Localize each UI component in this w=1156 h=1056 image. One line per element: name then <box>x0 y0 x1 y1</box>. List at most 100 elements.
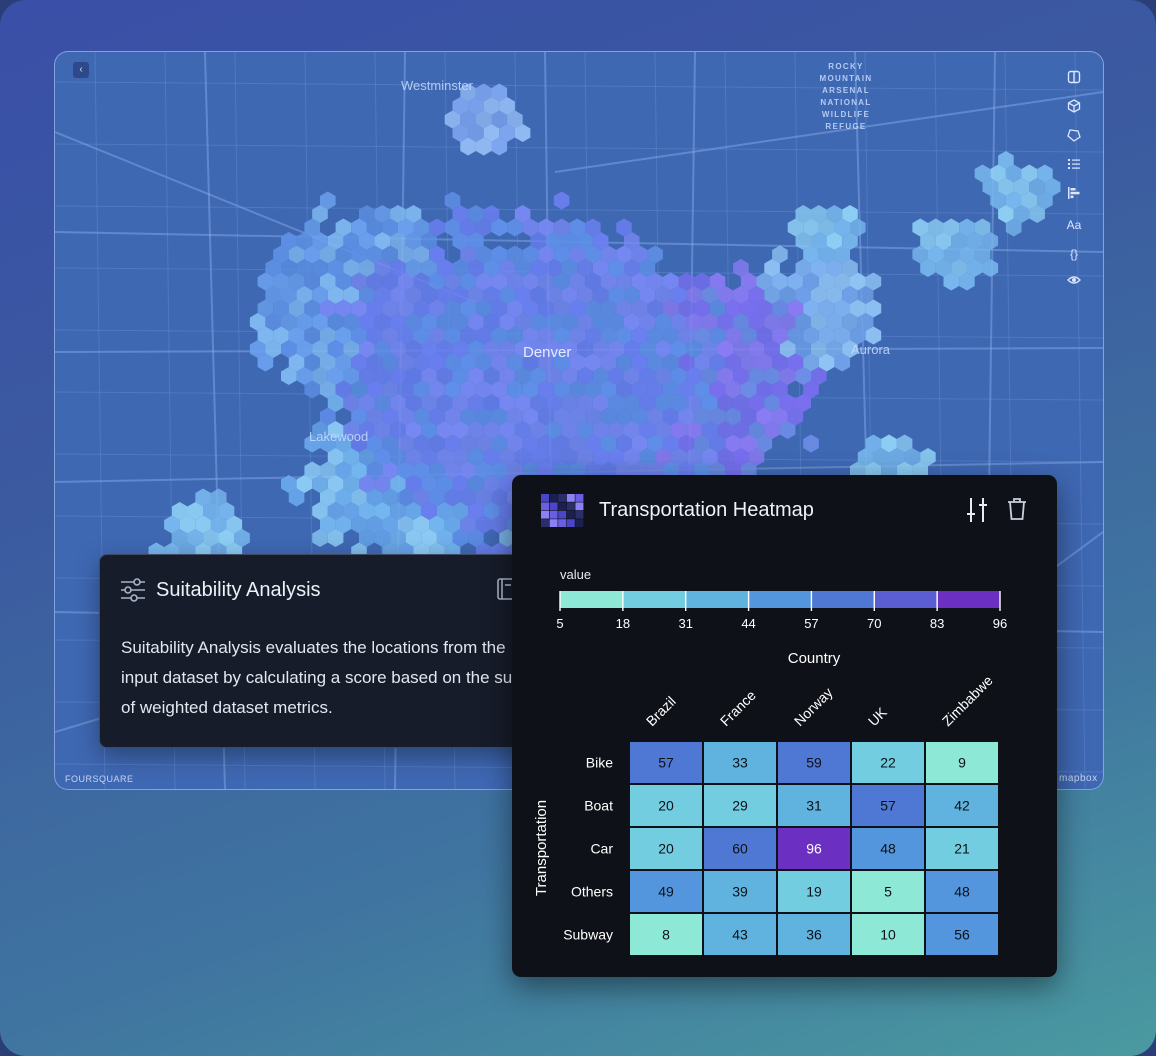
config-button[interactable]: {} <box>1069 247 1078 261</box>
heatmap-chart[interactable]: value 5 18 31 44 57 70 83 96 Country Transportatio… <box>512 475 1057 977</box>
legend-tick-label: 83 <box>930 616 944 631</box>
map-label-lakewood: Lakewood <box>309 429 369 444</box>
legend-swatch <box>874 591 938 608</box>
heatmap-cell-label: 49 <box>658 884 674 900</box>
heatmap-cell[interactable] <box>776 783 852 828</box>
y-tick-label: Subway <box>563 927 613 943</box>
heatmap-cell[interactable] <box>776 740 852 785</box>
heatmap-cell-label: 22 <box>880 755 896 771</box>
map-label-denver: Denver <box>523 344 572 361</box>
draw-polygon-button[interactable] <box>1059 126 1089 150</box>
heatmap-cell-label: 60 <box>732 841 748 857</box>
heatmap-cell[interactable] <box>628 869 704 914</box>
heatmap-cell-label: 21 <box>954 841 970 857</box>
heatmap-cell-label: 42 <box>954 798 970 814</box>
legend-swatch <box>685 591 749 608</box>
collapse-panel-button[interactable]: ‹ <box>73 62 89 78</box>
legend-swatch <box>560 591 623 608</box>
legend-tick-label: 5 <box>556 616 563 631</box>
heatmap-title: Transportation Heatmap <box>599 499 814 521</box>
split-map-icon <box>1067 70 1081 84</box>
x-tick-label: Brazil <box>643 693 679 729</box>
settings-sliders-button[interactable] <box>966 497 988 523</box>
legend-swatch <box>937 591 1000 608</box>
heatmap-cell-label: 59 <box>806 755 822 771</box>
legend-tick-label: 57 <box>804 616 818 631</box>
x-tick-label: Norway <box>791 684 836 729</box>
eye-icon <box>1067 276 1081 284</box>
legend-button[interactable] <box>1059 184 1089 208</box>
heatmap-cell[interactable] <box>702 869 778 914</box>
chevron-left-icon: ‹ <box>79 64 83 75</box>
heatmap-cell-label: 57 <box>658 755 674 771</box>
x-axis-title: Country <box>788 650 841 667</box>
heatmap-cell-label: 96 <box>806 841 822 857</box>
suitability-analysis-card[interactable]: Suitability Analysis Suitability Analysi… <box>99 554 545 748</box>
heatmap-cell[interactable] <box>924 869 1000 914</box>
heatmap-cell-label: 31 <box>806 798 822 814</box>
heatmap-cell[interactable] <box>702 826 778 871</box>
heatmap-panel[interactable]: Transportation Heatmap value 5 18 31 44 57 70 8… <box>512 475 1057 977</box>
heatmap-cell[interactable] <box>702 783 778 828</box>
heatmap-cell-label: 36 <box>806 927 822 943</box>
heatmap-cell-label: 20 <box>658 798 674 814</box>
suitability-description: Suitability Analysis evaluates the locat… <box>121 638 527 717</box>
x-tick-label: UK <box>865 704 891 730</box>
heatmap-cell-label: 48 <box>954 884 970 900</box>
heatmap-cell[interactable] <box>628 826 704 871</box>
heatmap-cell-label: 33 <box>732 755 748 771</box>
legend-swatch <box>811 591 875 608</box>
sliders-icon <box>121 578 145 602</box>
heatmap-cell-label: 20 <box>658 841 674 857</box>
heatmap-cell-label: 48 <box>880 841 896 857</box>
heatmap-cell-label: 5 <box>884 884 892 900</box>
heatmap-cell-label: 43 <box>732 927 748 943</box>
x-tick-label: Zimbabwe <box>939 672 996 729</box>
suitability-title: Suitability Analysis <box>156 579 321 601</box>
preview-button[interactable] <box>1059 271 1089 295</box>
y-tick-label: Bike <box>586 755 613 771</box>
map-label-aurora: Aurora <box>851 342 891 357</box>
heatmap-cell-label: 19 <box>806 884 822 900</box>
heatmap-cell[interactable] <box>850 740 926 785</box>
trash-button[interactable] <box>1007 497 1027 521</box>
legend-tick-label: 96 <box>993 616 1007 631</box>
split-map-button[interactable] <box>1059 68 1089 92</box>
map-label-westminster: Westminster <box>401 78 473 93</box>
heatmap-cell[interactable] <box>924 912 1000 957</box>
heatmap-cell-label: 39 <box>732 884 748 900</box>
heatmap-cell[interactable] <box>924 740 1000 785</box>
heatmap-cell[interactable] <box>702 740 778 785</box>
heatmap-cell-label: 9 <box>958 755 966 771</box>
map-labels-button[interactable]: Aa <box>1066 218 1082 232</box>
heatmap-cell[interactable] <box>628 912 704 957</box>
3d-view-button[interactable] <box>1059 97 1089 121</box>
heatmap-cell[interactable] <box>776 912 852 957</box>
y-tick-label: Boat <box>584 798 613 814</box>
foursquare-attribution: FOURSQUARE <box>65 774 134 784</box>
y-tick-label: Others <box>571 884 613 900</box>
heatmap-cell-label: 10 <box>880 927 896 943</box>
bar-legend-icon <box>1068 187 1080 199</box>
list-icon <box>1068 159 1080 169</box>
legend-tick-label: 18 <box>616 616 630 631</box>
y-tick-label: Car <box>590 841 613 857</box>
legend-tick-label: 31 <box>678 616 692 631</box>
map-label-arsenal: ROCKY MOUNTAIN ARSENAL NATIONAL WILDLIFE… <box>819 62 873 131</box>
legend-tick-label: 44 <box>741 616 755 631</box>
heatmap-cell[interactable] <box>628 740 704 785</box>
layer-list-button[interactable] <box>1059 155 1089 179</box>
mapbox-attribution[interactable]: mapbox <box>1059 773 1098 784</box>
legend-tick-label: 70 <box>867 616 881 631</box>
heatmap-icon <box>541 494 584 527</box>
legend-swatch <box>748 591 812 608</box>
y-axis-title: Transportation <box>533 800 550 896</box>
legend-swatch <box>622 591 686 608</box>
cube-icon <box>1067 99 1081 113</box>
heatmap-cell[interactable] <box>924 826 1000 871</box>
heatmap-cell[interactable] <box>776 869 852 914</box>
heatmap-cell-label: 29 <box>732 798 748 814</box>
legend-title: value <box>560 567 591 582</box>
heatmap-cell[interactable] <box>776 826 852 871</box>
